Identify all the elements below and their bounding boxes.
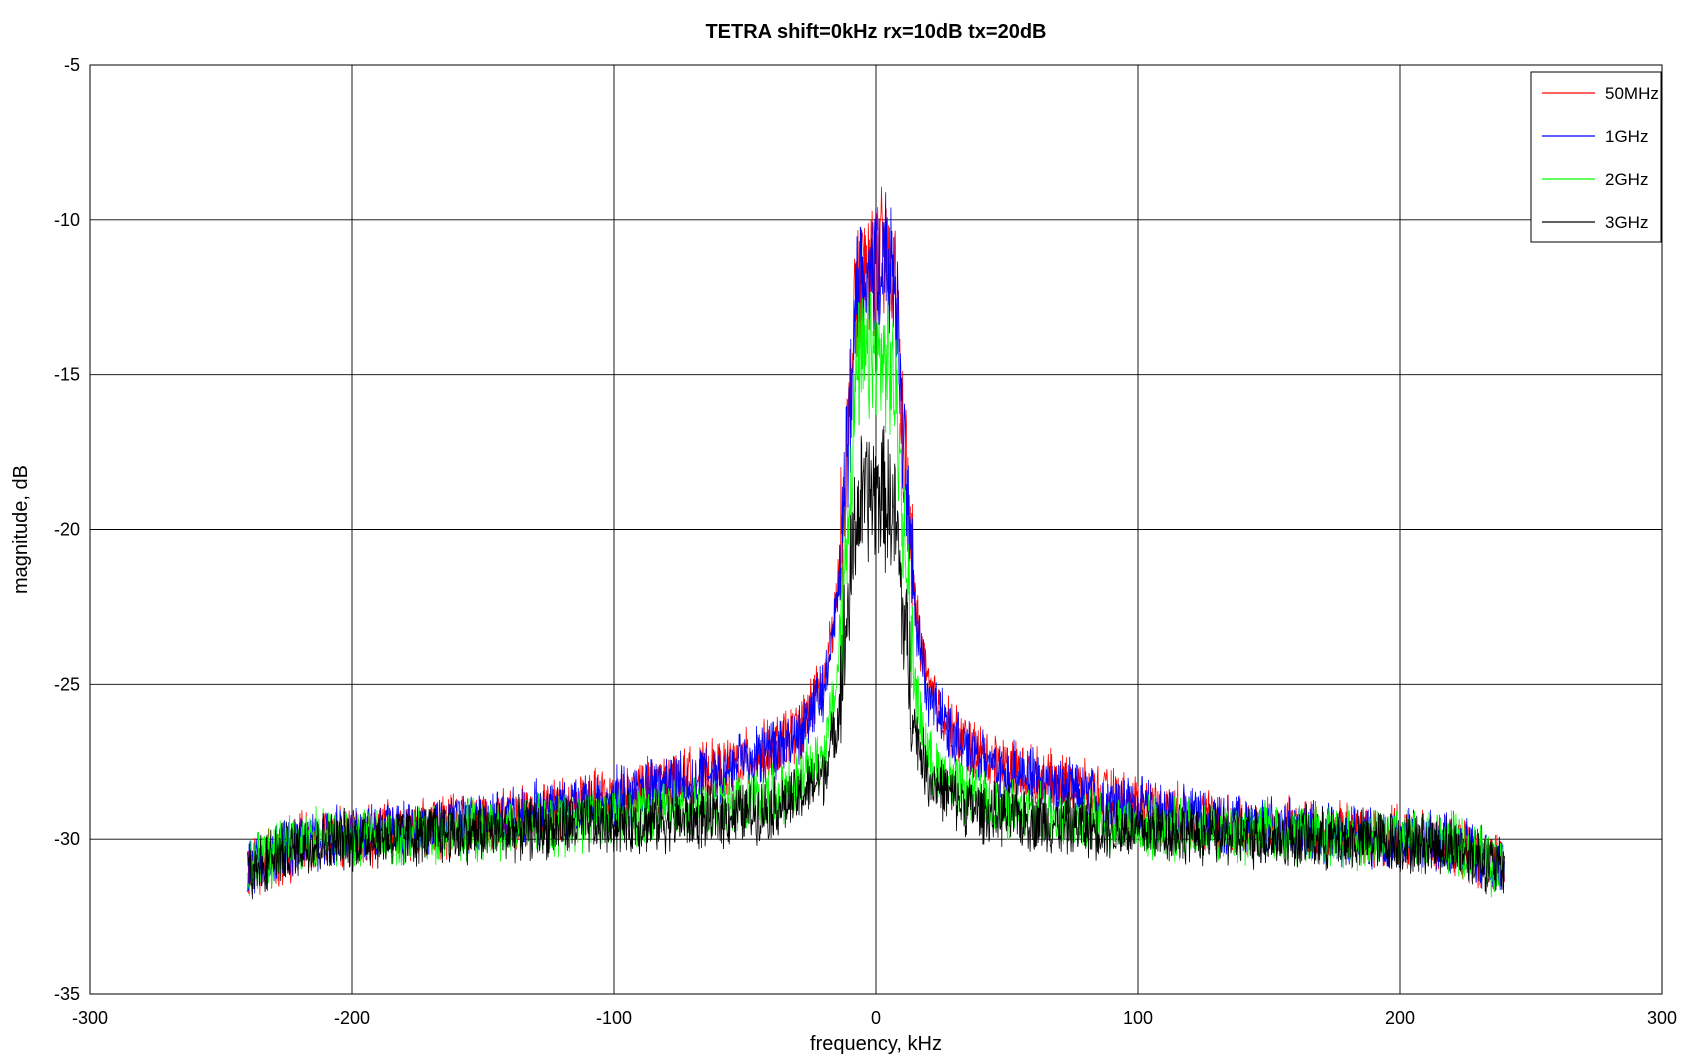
x-tick-label: -200 bbox=[334, 1008, 370, 1028]
y-tick-label: -25 bbox=[54, 674, 80, 694]
y-tick-label: -20 bbox=[54, 520, 80, 540]
x-tick-label: 200 bbox=[1385, 1008, 1415, 1028]
legend: 50MHz 1GHz 2GHz 3GHz bbox=[1530, 71, 1662, 243]
legend-entry: 3GHz bbox=[1605, 213, 1648, 232]
legend-entry: 2GHz bbox=[1605, 170, 1648, 189]
y-tick-label: -5 bbox=[64, 55, 80, 75]
x-tick-label: 100 bbox=[1123, 1008, 1153, 1028]
x-axis-label: frequency, kHz bbox=[810, 1033, 942, 1055]
x-tick-label: -100 bbox=[596, 1008, 632, 1028]
y-tick-label: -30 bbox=[54, 829, 80, 849]
x-tick-label: 300 bbox=[1647, 1008, 1677, 1028]
y-tick-label: -10 bbox=[54, 210, 80, 230]
y-tick-label: -15 bbox=[54, 365, 80, 385]
y-tick-label: -35 bbox=[54, 984, 80, 1004]
chart-title: TETRA shift=0kHz rx=10dB tx=20dB bbox=[705, 21, 1046, 43]
y-axis-label: magnitude, dB bbox=[10, 465, 32, 594]
x-tick-label: 0 bbox=[871, 1008, 881, 1028]
legend-entry: 50MHz bbox=[1605, 84, 1659, 103]
plot-frame bbox=[89, 64, 1663, 995]
legend-box bbox=[1530, 71, 1662, 243]
series-traces bbox=[246, 186, 1505, 900]
axis-ticks: -300 -200 -100 0 100 200 300 -35 -30 -25 -20 -15 -10… bbox=[54, 55, 1677, 1028]
series-line-3GHz bbox=[246, 425, 1505, 900]
x-tick-label: -300 bbox=[72, 1008, 108, 1028]
legend-entry: 1GHz bbox=[1605, 127, 1648, 146]
